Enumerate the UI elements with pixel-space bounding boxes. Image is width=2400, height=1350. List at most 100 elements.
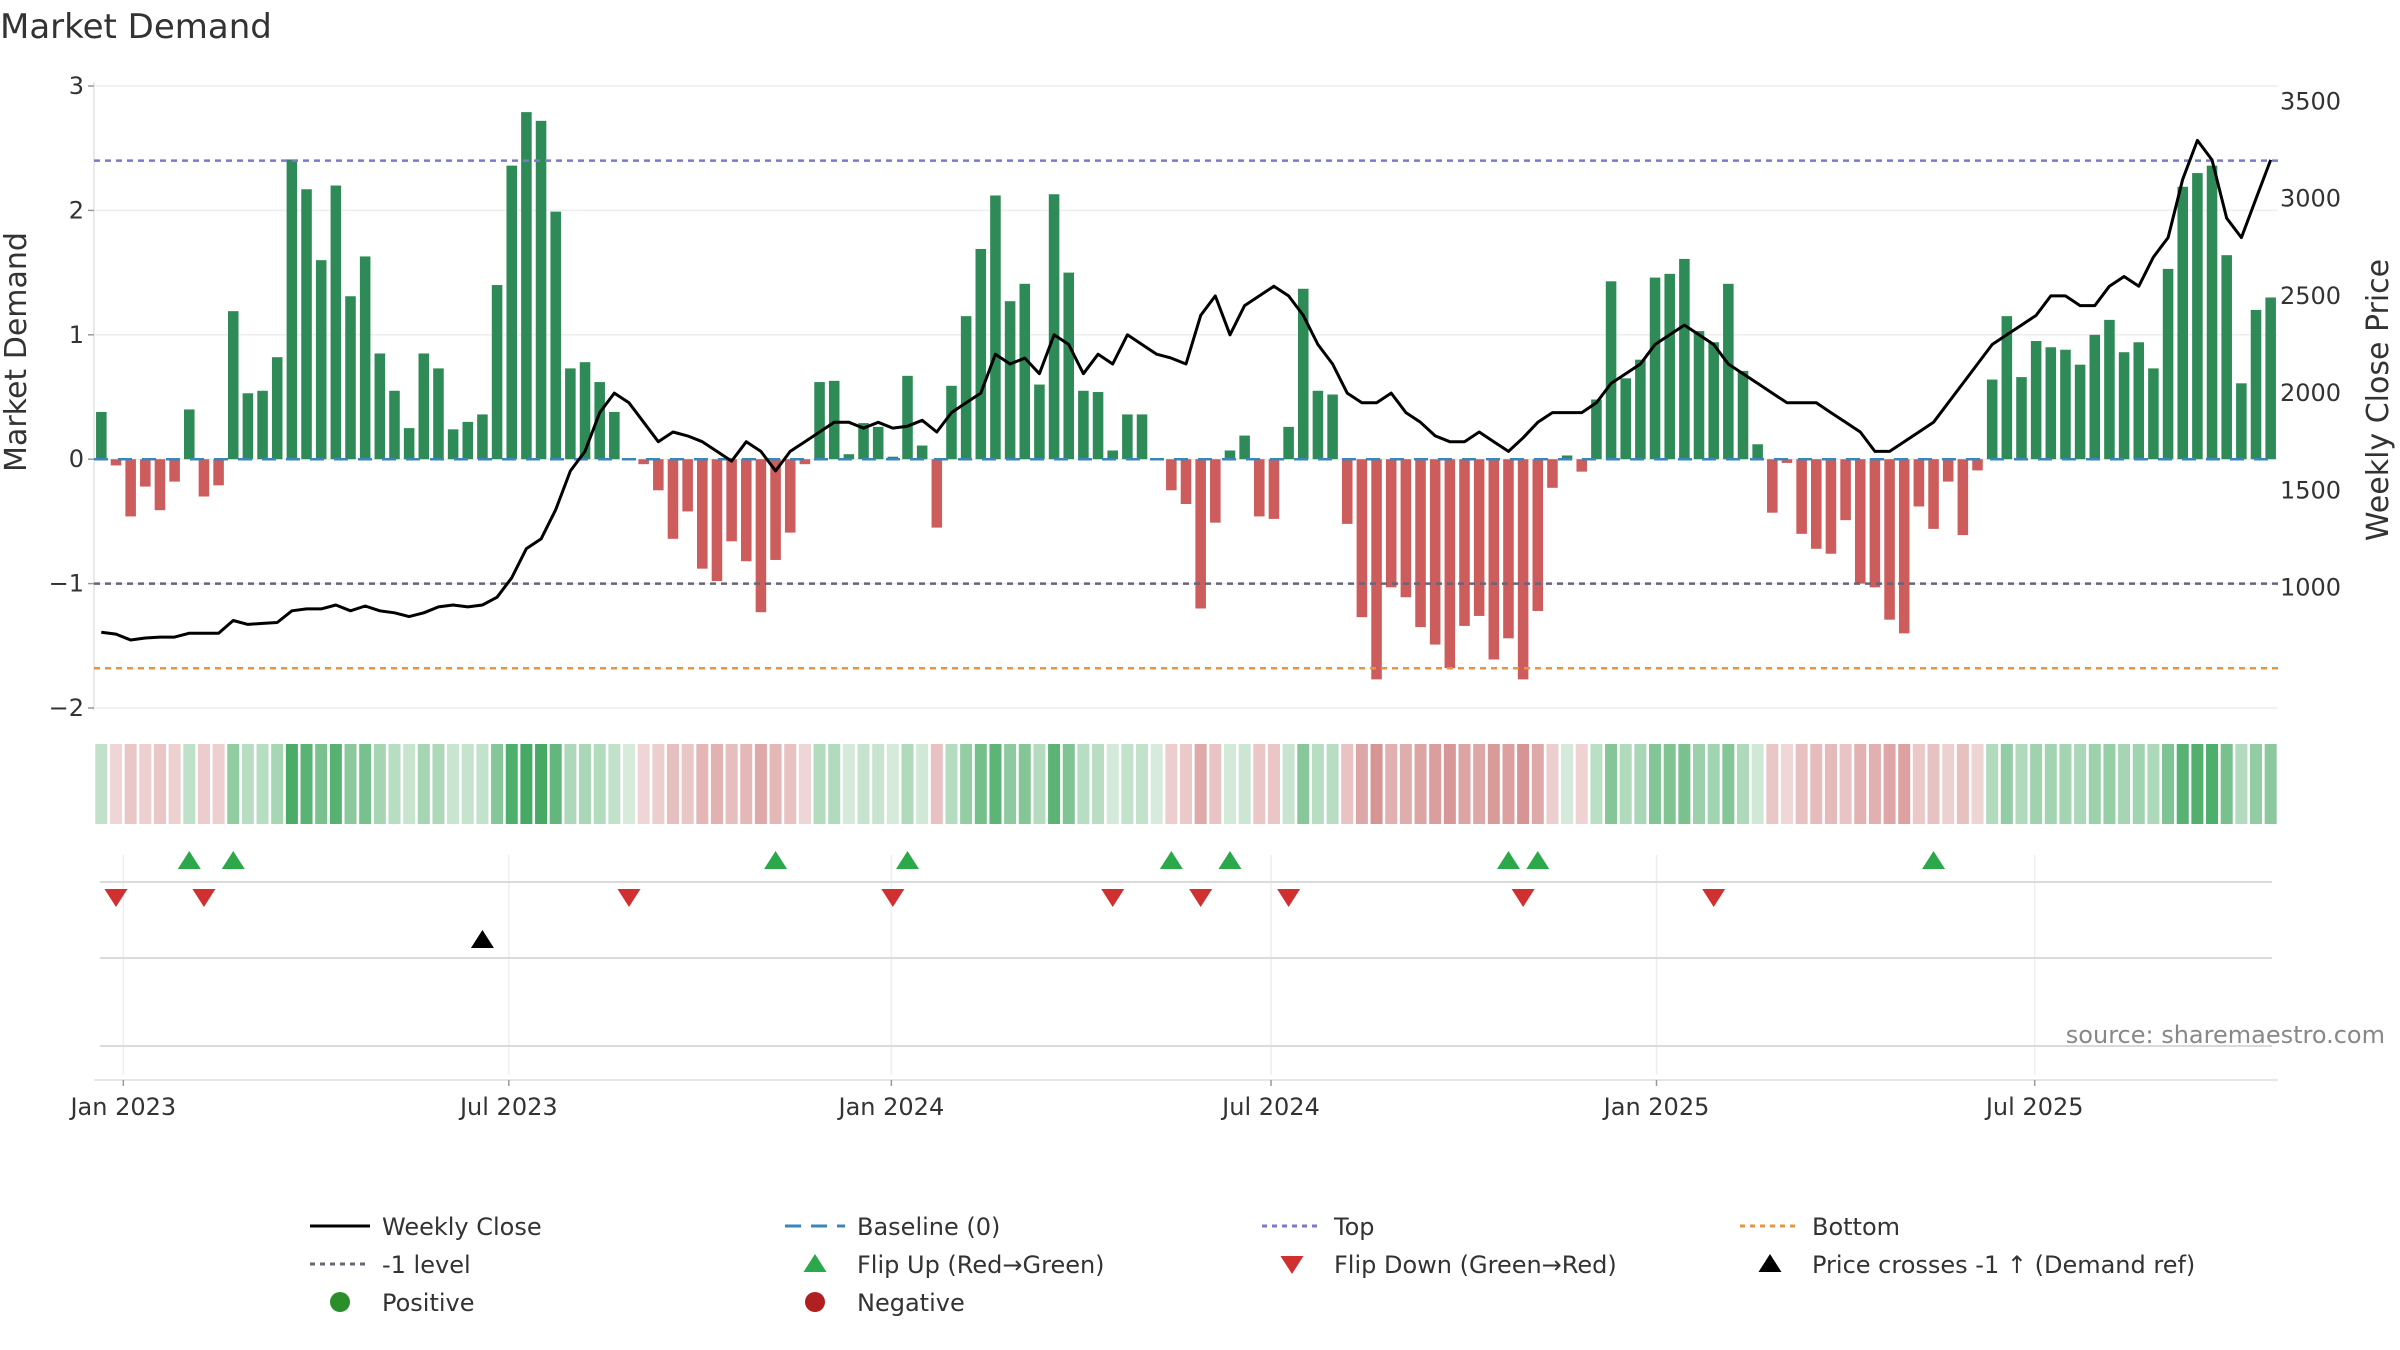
demand-bar <box>902 375 913 460</box>
heat-cell <box>2132 744 2145 824</box>
heat-cell <box>329 744 342 824</box>
heat-cell <box>1736 744 1749 824</box>
demand-bar <box>784 459 796 533</box>
demand-bar <box>638 459 649 465</box>
demand-bar <box>125 459 136 517</box>
signal-markers <box>104 851 1946 948</box>
heat-cell <box>1810 744 1823 824</box>
legend-flip-up-swatch <box>803 1254 827 1272</box>
legend-top-label: Top <box>1333 1213 1375 1241</box>
heat-cell <box>2074 744 2087 824</box>
demand-bar <box>2030 341 2042 460</box>
demand-bar <box>799 459 811 465</box>
source-label: source: sharemaestro.com <box>2066 1021 2385 1049</box>
demand-bar <box>1723 283 1734 460</box>
demand-bar <box>1503 459 1514 639</box>
heat-cell <box>285 744 298 824</box>
demand-bar <box>565 368 576 460</box>
heat-cell <box>1414 744 1427 824</box>
legend-positive-swatch <box>330 1292 350 1312</box>
heat-cell <box>784 744 797 824</box>
demand-bar <box>2162 268 2174 460</box>
demand-bar <box>2236 383 2247 460</box>
heat-cell <box>168 744 181 824</box>
demand-bar <box>1708 342 1719 460</box>
demand-bar <box>1825 459 1837 554</box>
demand-bar <box>682 459 693 512</box>
heat-cell <box>256 744 269 824</box>
heat-cell <box>2044 744 2057 824</box>
legend-baseline-label: Baseline (0) <box>857 1213 1000 1241</box>
demand-bar <box>506 165 518 460</box>
demand-bar <box>2016 377 2027 460</box>
heat-cell <box>153 744 166 824</box>
heat-cell <box>1062 744 1075 824</box>
heat-cell <box>623 744 636 824</box>
heat-cell <box>95 744 108 824</box>
flip-up-marker <box>896 851 920 869</box>
demand-bar <box>1239 435 1250 460</box>
heat-cell <box>2000 744 2013 824</box>
heat-cell <box>1238 744 1251 824</box>
heat-cell <box>740 744 753 824</box>
demand-bar <box>2192 173 2203 460</box>
heat-cell <box>1663 744 1676 824</box>
heat-cell <box>183 744 196 824</box>
heat-cell <box>608 744 621 824</box>
demand-bar <box>2177 186 2188 460</box>
demand-bar <box>1957 459 1969 536</box>
demand-bar <box>960 316 972 460</box>
demand-bar <box>1327 394 1338 460</box>
demand-bar <box>110 459 122 466</box>
x-tick-label: Jan 2024 <box>837 1093 945 1121</box>
demand-bar <box>1693 331 1705 460</box>
demand-bar <box>1312 390 1324 460</box>
left-tick-label: −2 <box>49 694 84 722</box>
demand-bar <box>2133 342 2145 460</box>
demand-bar <box>1444 459 1456 669</box>
demand-bar <box>946 385 957 460</box>
demand-bar <box>990 195 1001 460</box>
demand-bar <box>154 459 166 511</box>
heat-cell <box>1473 744 1486 824</box>
demand-bar <box>550 211 561 460</box>
x-tick-label: Jan 2025 <box>1602 1093 1710 1121</box>
heat-cell <box>1370 744 1383 824</box>
heat-cell <box>681 744 694 824</box>
heat-cell <box>652 744 665 824</box>
heat-cell <box>417 744 430 824</box>
heat-cell <box>271 744 284 824</box>
demand-bar <box>433 368 444 460</box>
heat-cell <box>344 744 357 824</box>
demand-bar <box>213 459 224 486</box>
demand-bar <box>2148 368 2159 460</box>
demand-bar <box>1092 392 1104 460</box>
demand-bar <box>755 459 767 613</box>
legend: Weekly Close Baseline (0) Top Bottom -1 leve… <box>310 1213 2195 1317</box>
demand-bar <box>1620 378 1631 460</box>
heat-cell <box>1693 744 1706 824</box>
heat-cell <box>1399 744 1412 824</box>
demand-bar <box>1737 370 1749 460</box>
heat-cell <box>1575 744 1588 824</box>
heat-cell <box>432 744 445 824</box>
demand-bar <box>1224 450 1236 460</box>
heat-cell <box>564 744 577 824</box>
heat-cell <box>1165 744 1178 824</box>
demand-bar <box>242 393 254 460</box>
heat-cell <box>461 744 474 824</box>
demand-bar <box>1063 272 1075 460</box>
heat-cell <box>593 744 606 824</box>
demand-bar <box>1268 459 1280 519</box>
demand-bars <box>96 112 2276 680</box>
heat-cell <box>491 744 504 824</box>
heat-cell <box>1018 744 1031 824</box>
weekly-close-line-group <box>101 138 2273 642</box>
demand-heat-strip <box>95 744 2277 824</box>
demand-bar <box>96 411 107 460</box>
legend-bottom-label: Bottom <box>1812 1213 1900 1241</box>
heat-cell <box>212 744 225 824</box>
heat-cell <box>2176 744 2189 824</box>
demand-bar <box>1635 359 1646 460</box>
demand-bar <box>1884 459 1895 620</box>
